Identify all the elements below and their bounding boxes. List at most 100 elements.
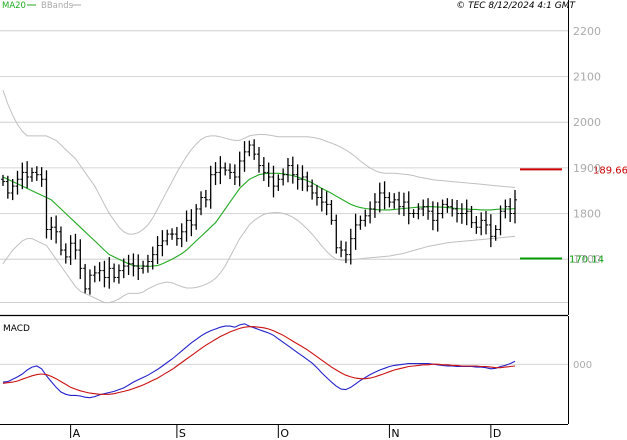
ohlc-bar (440, 199, 445, 219)
x-tick-label: O (280, 427, 289, 440)
ohlc-bar (445, 198, 450, 213)
ohlc-bar (295, 164, 300, 190)
ohlc-bar (314, 184, 319, 206)
ohlc-bar (54, 215, 59, 244)
ohlc-bar (131, 253, 136, 277)
ohlc-bar (29, 167, 34, 182)
ohlc-bar (208, 165, 213, 209)
bollinger-bands (2, 90, 516, 304)
y-tick-label: 2000 (573, 116, 601, 129)
ohlc-bar (387, 192, 392, 208)
ohlc-bar (300, 165, 305, 191)
ohlc-bar (503, 199, 508, 219)
macd-lines (2, 323, 516, 399)
ohlc-bar (343, 241, 348, 264)
ohlc-bar (411, 209, 416, 218)
ohlc-bar (58, 226, 63, 256)
ohlc-bar (199, 191, 204, 216)
ohlc-bar (469, 205, 474, 228)
ohlc-bar (358, 215, 363, 230)
price-bars (1, 139, 517, 295)
ohlc-bar (184, 210, 189, 242)
ohlc-bar (479, 212, 484, 236)
grid (0, 30, 568, 365)
ohlc-bar (464, 199, 469, 226)
ma20-line (2, 172, 516, 268)
ohlc-bar (218, 156, 223, 185)
ohlc-bar (213, 162, 218, 186)
ohlc-bar (397, 191, 402, 215)
resistance-level-label: 189.66 (593, 165, 627, 176)
legend-bbands: BBands (41, 1, 74, 11)
ohlc-bar (141, 260, 146, 274)
ohlc-bar (242, 141, 247, 172)
ohlc-bar (78, 239, 83, 280)
ohlc-bar (112, 263, 117, 283)
ohlc-bar (455, 200, 460, 223)
ohlc-bar (136, 254, 141, 281)
ohlc-bar (416, 203, 421, 220)
ohlc-bar (165, 229, 170, 246)
ohlc-bar (5, 175, 10, 199)
y-tick-label: 1900 (573, 162, 601, 175)
ohlc-bar (252, 139, 257, 160)
ohlc-bar (39, 167, 44, 187)
macd-y-tick-label: 000 (573, 360, 592, 371)
ohlc-bar (87, 269, 92, 295)
ohlc-bar (406, 191, 411, 225)
source-stamp: © TEC 8/12/2024 4:1 GMT (456, 1, 576, 11)
ohlc-bar (392, 193, 397, 209)
ohlc-bar (276, 174, 281, 191)
ohlc-bar (150, 246, 155, 270)
ohlc-bar (426, 198, 431, 220)
ohlc-bar (498, 205, 503, 236)
ohlc-bar (49, 216, 54, 240)
y-axis-ticks: 1700 1800 1900 2000 2100 2200 000 (573, 25, 601, 371)
ohlc-bar (368, 201, 373, 224)
ohlc-bar (179, 223, 184, 248)
ohlc-bar (488, 214, 493, 248)
y-tick-label: 2200 (573, 25, 601, 38)
ohlc-bar (310, 179, 315, 200)
y-tick-label: 1700 (573, 253, 601, 266)
ohlc-bar (34, 166, 39, 181)
ohlc-bar (324, 191, 329, 216)
ohlc-bar (203, 189, 208, 208)
ohlc-bar (247, 140, 252, 157)
ohlc-bar (97, 262, 102, 282)
ohlc-bar (194, 204, 199, 230)
ohlc-bar (257, 147, 261, 173)
ma20-polyline (2, 172, 516, 268)
ohlc-bar (261, 157, 266, 181)
ohlc-bar (271, 165, 276, 198)
ohlc-bar (145, 254, 150, 273)
ohlc-bar (10, 178, 15, 201)
ohlc-bar (319, 188, 324, 212)
ohlc-bar (102, 260, 107, 288)
ohlc-bar (484, 210, 489, 235)
ohlc-bar (237, 151, 242, 187)
ohlc-bar (107, 257, 112, 289)
ohlc-bar (285, 157, 290, 183)
macd-line (2, 323, 516, 399)
ohlc-bar (508, 198, 513, 223)
ohlc-bar (68, 235, 73, 265)
ohlc-bar (63, 243, 68, 264)
ohlc-bar (372, 193, 377, 218)
ohlc-bar (25, 161, 30, 189)
ohlc-bar (493, 225, 498, 241)
ohlc-bar (189, 209, 194, 237)
ohlc-bar (513, 189, 517, 224)
ohlc-bar (435, 202, 440, 232)
ohlc-bar (44, 170, 49, 239)
ohlc-bar (232, 164, 237, 186)
x-tick-label: N (391, 427, 399, 440)
ohlc-bar (353, 213, 358, 250)
ohlc-bar (334, 214, 339, 254)
bb-upper-line (2, 90, 516, 235)
ohlc-bar (155, 236, 160, 265)
ohlc-bar (281, 168, 286, 186)
x-tick-label: D (493, 427, 501, 440)
